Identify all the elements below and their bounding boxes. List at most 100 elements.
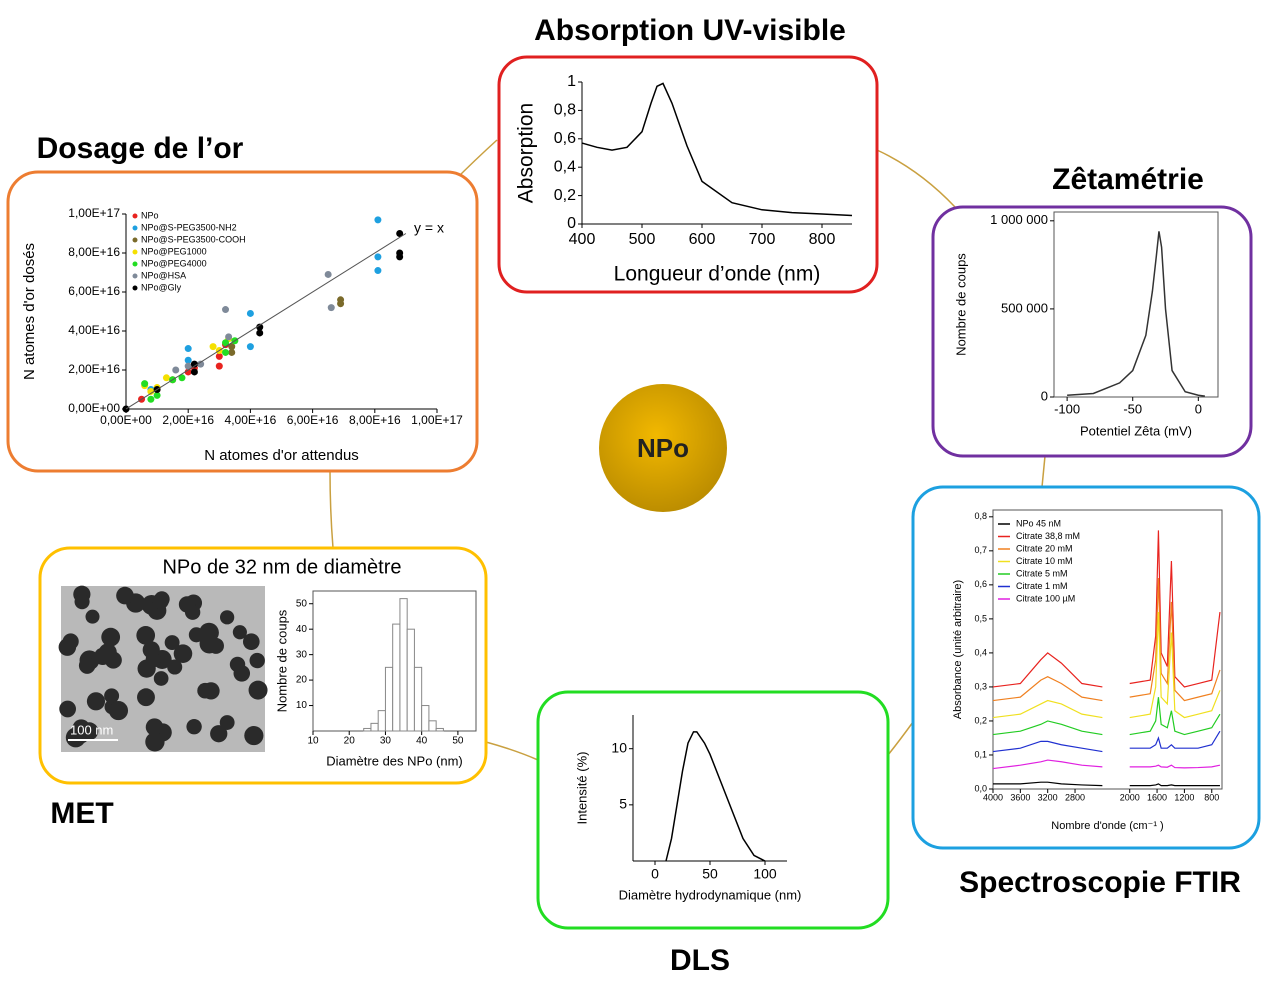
data-line [992, 697, 1221, 736]
section-title: Absorption UV-visible [534, 14, 846, 47]
point [222, 339, 230, 347]
y-tick-label: 500 000 [1001, 300, 1048, 315]
point [256, 329, 264, 337]
legend-label: Citrate 1 mM [1016, 581, 1068, 591]
y-axis-label: Intensité (%) [574, 752, 589, 825]
zeta-panel [931, 205, 1253, 458]
hist-bar [421, 705, 430, 732]
y-tick-label: 50 [296, 598, 308, 609]
particle [108, 701, 129, 721]
x-tick-label: 500 [629, 231, 656, 248]
x-tick-label: -100 [1054, 401, 1080, 416]
y-tick-label: 0,8 [974, 511, 987, 521]
hist-bar [392, 623, 401, 732]
particle [233, 665, 251, 682]
point [246, 343, 254, 351]
section-title: Spectroscopie FTIR [959, 866, 1241, 899]
particle [116, 586, 134, 605]
y-tick-label: 30 [296, 649, 308, 660]
y-tick-label: 0,1 [974, 749, 987, 759]
legend-label: NPo@S-PEG3500-COOH [141, 234, 246, 244]
particle [178, 596, 196, 613]
x-tick-label: 700 [749, 231, 776, 248]
x-tick-label: 600 [689, 231, 716, 248]
point [225, 333, 233, 341]
particle [80, 722, 99, 741]
x-axis-label: Diamètre hydrodynamique (nm) [619, 887, 802, 902]
particle [101, 627, 121, 647]
hist-bar [363, 727, 372, 732]
plot-frame [1053, 211, 1219, 398]
hist-bar [428, 720, 437, 732]
x-tick-label: 0 [1195, 401, 1202, 416]
reference-line [125, 233, 407, 410]
x-axis-label: Nombre d'onde (cm⁻¹ ) [1051, 820, 1163, 832]
point [374, 253, 382, 261]
legend-label: NPo@PEG4000 [141, 258, 207, 268]
point [153, 391, 161, 399]
nanoparticle [599, 384, 727, 512]
point [184, 362, 192, 370]
point [172, 366, 180, 374]
legend-label: NPo@PEG1000 [141, 246, 207, 256]
particle [142, 641, 160, 659]
x-tick-label: 20 [344, 736, 356, 747]
particle [244, 726, 264, 746]
y-tick-label: 4,00E+16 [68, 323, 120, 337]
data-line [993, 781, 1220, 787]
y-tick-label: 10 [296, 700, 308, 711]
point [162, 374, 170, 382]
point [190, 360, 198, 368]
data-line [665, 731, 766, 862]
x-tick-label: 2800 [1065, 792, 1085, 802]
x-tick-label: 1200 [1174, 792, 1194, 802]
point [327, 304, 335, 312]
data-line [581, 82, 853, 217]
particle [98, 643, 117, 662]
point [228, 343, 236, 351]
legend-label: Citrate 100 µM [1016, 593, 1075, 603]
center-label: NPo [637, 433, 689, 463]
section-title: DLS [670, 944, 730, 977]
y-tick-label: 0,3 [974, 681, 987, 691]
dosage-panel [6, 170, 479, 473]
particle [136, 626, 156, 645]
particle [186, 718, 202, 735]
point [197, 360, 205, 368]
y-tick-label: 2,00E+16 [68, 362, 120, 376]
y-tick-label: 5 [619, 796, 627, 812]
x-tick-label: 800 [809, 231, 836, 248]
y-tick-label: 40 [296, 624, 308, 635]
legend-label: Citrate 38,8 mM [1016, 531, 1080, 541]
legend-marker [132, 213, 138, 219]
particle [219, 715, 235, 730]
hist-bar [399, 598, 408, 732]
point [256, 323, 264, 331]
point [222, 348, 230, 356]
particle [232, 625, 247, 640]
point [215, 352, 223, 360]
legend-label: NPo 45 nM [1016, 518, 1061, 528]
legend-marker [132, 225, 138, 231]
legend-label: NPo [141, 210, 159, 220]
point [337, 296, 345, 304]
x-tick-label: 1600 [1147, 792, 1167, 802]
y-tick-label: 6,00E+16 [68, 284, 120, 298]
particle [78, 657, 96, 674]
y-tick-label: 0,2 [554, 187, 576, 204]
y-tick-label: 0,5 [974, 613, 987, 623]
x-tick-label: 0,00E+00 [100, 413, 152, 427]
data-line [1067, 231, 1205, 397]
legend-label: Citrate 5 mM [1016, 568, 1068, 578]
particle [145, 732, 165, 752]
legend-label: Citrate 20 mM [1016, 543, 1073, 553]
particle [164, 635, 180, 651]
legend-marker [132, 249, 138, 255]
x-tick-label: 400 [569, 231, 596, 248]
point [324, 270, 332, 278]
point [374, 216, 382, 224]
y-tick-label: 0,7 [974, 545, 987, 555]
particle [220, 610, 235, 625]
point [209, 343, 217, 351]
